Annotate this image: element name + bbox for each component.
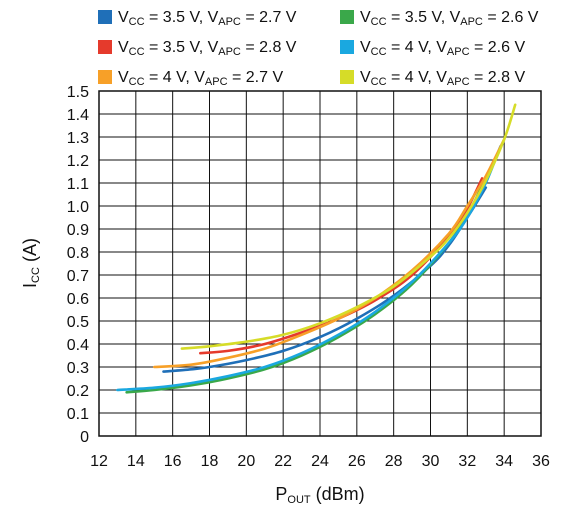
legend-label: VCC = 4 V, VAPC = 2.6 V [360,39,525,58]
x-tick-label: 30 [422,453,440,470]
y-tick-label: 1.4 [67,107,89,124]
legend-swatch [98,40,112,54]
legend-label: VCC = 3.5 V, VAPC = 2.6 V [360,9,539,28]
legend-item: VCC = 3.5 V, VAPC = 2.8 V [98,39,297,58]
series-line-1 [162,186,488,373]
y-axis-label: ICC (A) [20,238,42,288]
legend-label: VCC = 3.5 V, VAPC = 2.7 V [118,9,297,28]
x-tick-label: 18 [201,453,219,470]
legend-swatch [340,70,354,84]
y-tick-label: 0.8 [67,245,89,262]
x-tick-label: 20 [237,453,255,470]
legend-swatch [98,10,112,24]
x-tick-label: 16 [164,453,182,470]
legend-swatch [340,40,354,54]
y-tick-label: 0.4 [67,337,89,354]
legend-item: VCC = 3.5 V, VAPC = 2.6 V [340,9,539,28]
x-tick-label: 14 [127,453,145,470]
x-tick-label: 22 [274,453,292,470]
y-tick-label: 0.9 [67,222,89,239]
legend: VCC = 3.5 V, VAPC = 2.7 V VCC = 3.5 V, VA… [98,9,539,88]
y-tick-label: 0.2 [67,383,89,400]
x-tick-label: 28 [385,453,403,470]
legend-item: VCC = 4 V, VAPC = 2.7 V [98,69,283,88]
legend-swatch [340,10,354,24]
x-tick-label: 36 [532,453,550,470]
legend-label: VCC = 3.5 V, VAPC = 2.8 V [118,39,297,58]
y-tick-label: 1.5 [67,84,89,101]
plot-frame [98,90,542,437]
y-tick-label: 0.5 [67,314,89,331]
y-tick-label: 0 [80,429,89,446]
grid [99,91,541,436]
y-tick-label: 1.1 [67,176,89,193]
x-tick-label: 24 [311,453,329,470]
series-line-4 [116,144,502,392]
legend-item: VCC = 3.5 V, VAPC = 2.7 V [98,9,297,28]
y-tick-label: 0.6 [67,291,89,308]
y-tick-label: 1.0 [67,199,89,216]
legend-item: VCC = 4 V, VAPC = 2.6 V [340,39,525,58]
y-tick-label: 1.3 [67,130,89,147]
x-tick-label: 32 [458,453,476,470]
x-tick-label: 34 [495,453,513,470]
x-axis-label: POUT (dBm) [275,484,364,506]
series-lines [116,103,517,394]
x-tick-label: 26 [348,453,366,470]
legend-swatch [98,70,112,84]
series-line-5 [153,138,506,369]
legend-label: VCC = 4 V, VAPC = 2.7 V [118,69,283,88]
series-line-2 [125,177,488,394]
legend-label: VCC = 4 V, VAPC = 2.8 V [360,69,525,88]
x-tick-label: 12 [90,453,108,470]
y-tick-label: 0.7 [67,268,89,285]
series-line-6 [180,103,517,350]
legend-item: VCC = 4 V, VAPC = 2.8 V [340,69,525,88]
tick-labels: 12 14 16 18 20 22 24 26 28 30 32 34 36 0 0.1 0.2 0.3 0.4 0… [67,84,550,470]
y-tick-label: 1.2 [67,153,89,170]
y-tick-label: 0.3 [67,360,89,377]
y-tick-label: 0.1 [67,406,89,423]
